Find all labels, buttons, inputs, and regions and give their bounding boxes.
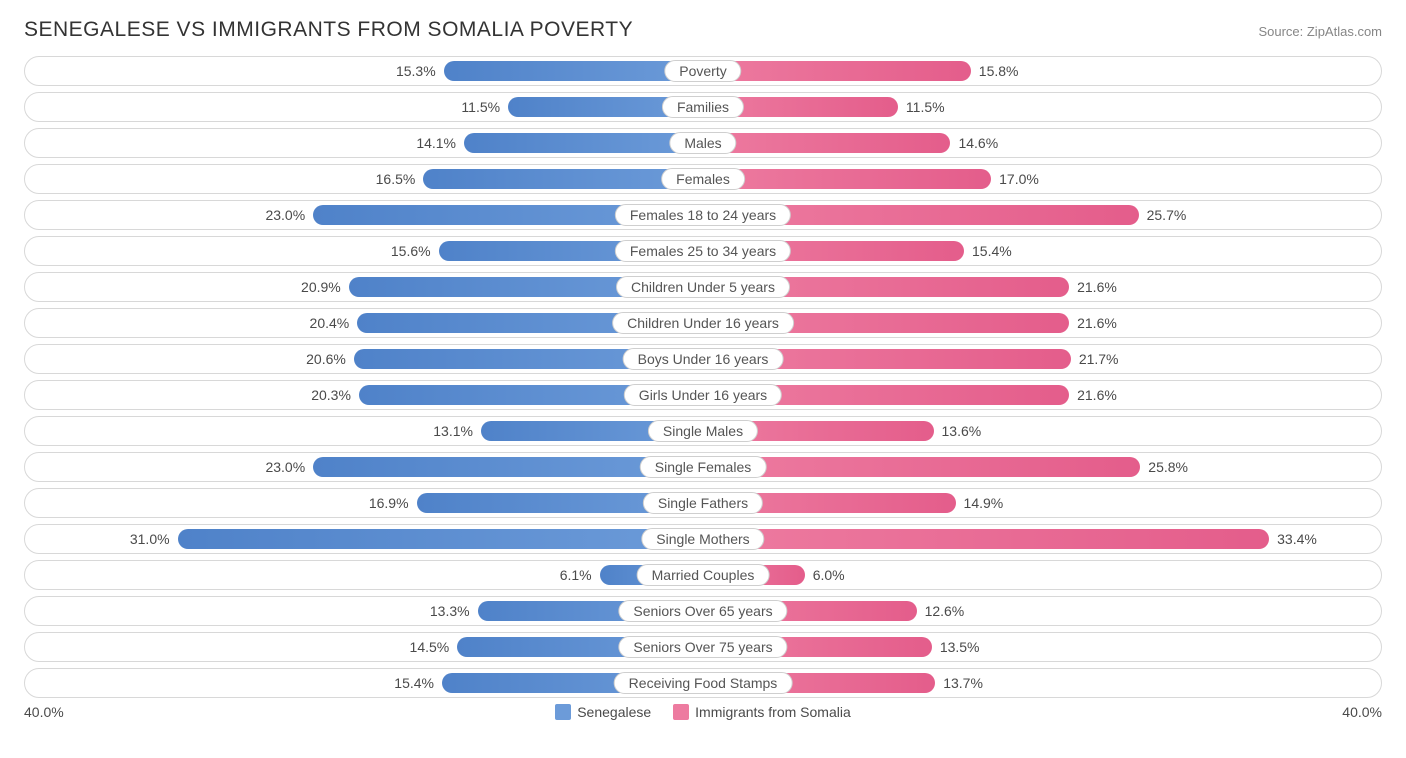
value-label-right: 13.5% <box>940 633 980 661</box>
value-label-left: 15.4% <box>394 669 434 697</box>
category-label: Families <box>662 96 744 118</box>
chart-row: 20.3% 21.6% Girls Under 16 years <box>24 380 1382 410</box>
bar-left <box>178 529 703 549</box>
category-label: Girls Under 16 years <box>624 384 782 406</box>
chart-row: 20.9% 21.6% Children Under 5 years <box>24 272 1382 302</box>
legend: Senegalese Immigrants from Somalia <box>555 704 851 720</box>
category-label: Married Couples <box>637 564 770 586</box>
chart-row: 13.3% 12.6% Seniors Over 65 years <box>24 596 1382 626</box>
bar-right <box>703 133 950 153</box>
value-label-right: 12.6% <box>925 597 965 625</box>
value-label-left: 15.6% <box>391 237 431 265</box>
value-label-right: 33.4% <box>1277 525 1317 553</box>
axis-max-left: 40.0% <box>24 704 64 720</box>
chart-row: 16.5% 17.0% Females <box>24 164 1382 194</box>
bar-right <box>703 529 1269 549</box>
bar-right <box>703 169 991 189</box>
value-label-right: 25.7% <box>1147 201 1187 229</box>
chart-row: 23.0% 25.8% Single Females <box>24 452 1382 482</box>
chart-header: SENEGALESE VS IMMIGRANTS FROM SOMALIA PO… <box>24 18 1382 42</box>
chart-row: 14.1% 14.6% Males <box>24 128 1382 158</box>
value-label-left: 20.9% <box>301 273 341 301</box>
legend-swatch-icon <box>555 704 571 720</box>
category-label: Females 18 to 24 years <box>615 204 791 226</box>
value-label-left: 20.4% <box>310 309 350 337</box>
value-label-left: 20.6% <box>306 345 346 373</box>
category-label: Single Males <box>648 420 758 442</box>
value-label-right: 17.0% <box>999 165 1039 193</box>
category-label: Single Fathers <box>643 492 763 514</box>
category-label: Children Under 5 years <box>616 276 790 298</box>
chart-source: Source: ZipAtlas.com <box>1258 24 1382 39</box>
chart-row: 15.3% 15.8% Poverty <box>24 56 1382 86</box>
legend-label: Senegalese <box>577 704 651 720</box>
value-label-left: 13.1% <box>433 417 473 445</box>
value-label-right: 15.8% <box>979 57 1019 85</box>
chart-row: 31.0% 33.4% Single Mothers <box>24 524 1382 554</box>
chart-row: 16.9% 14.9% Single Fathers <box>24 488 1382 518</box>
value-label-left: 31.0% <box>130 525 170 553</box>
value-label-left: 23.0% <box>265 201 305 229</box>
value-label-left: 6.1% <box>560 561 592 589</box>
value-label-left: 11.5% <box>461 93 500 121</box>
value-label-left: 20.3% <box>311 381 351 409</box>
chart-row: 20.4% 21.6% Children Under 16 years <box>24 308 1382 338</box>
axis-max-right: 40.0% <box>1342 704 1382 720</box>
category-label: Single Mothers <box>641 528 764 550</box>
value-label-right: 11.5% <box>906 93 945 121</box>
value-label-left: 16.5% <box>376 165 416 193</box>
category-label: Poverty <box>664 60 741 82</box>
chart-row: 14.5% 13.5% Seniors Over 75 years <box>24 632 1382 662</box>
chart-row: 15.6% 15.4% Females 25 to 34 years <box>24 236 1382 266</box>
value-label-left: 15.3% <box>396 57 436 85</box>
category-label: Seniors Over 65 years <box>618 600 787 622</box>
chart-row: 13.1% 13.6% Single Males <box>24 416 1382 446</box>
value-label-right: 21.6% <box>1077 309 1117 337</box>
chart-row: 6.1% 6.0% Married Couples <box>24 560 1382 590</box>
legend-item-senegalese: Senegalese <box>555 704 651 720</box>
chart-row: 23.0% 25.7% Females 18 to 24 years <box>24 200 1382 230</box>
category-label: Children Under 16 years <box>612 312 794 334</box>
category-label: Seniors Over 75 years <box>618 636 787 658</box>
value-label-right: 25.8% <box>1148 453 1188 481</box>
bar-right <box>703 61 971 81</box>
category-label: Females 25 to 34 years <box>615 240 791 262</box>
category-label: Females <box>661 168 745 190</box>
chart-row: 11.5% 11.5% Families <box>24 92 1382 122</box>
value-label-right: 14.9% <box>964 489 1004 517</box>
value-label-right: 14.6% <box>958 129 998 157</box>
chart-row: 15.4% 13.7% Receiving Food Stamps <box>24 668 1382 698</box>
value-label-left: 16.9% <box>369 489 409 517</box>
legend-item-somalia: Immigrants from Somalia <box>673 704 851 720</box>
value-label-right: 21.6% <box>1077 273 1117 301</box>
diverging-bar-chart: 15.3% 15.8% Poverty 11.5% 11.5% Families 14.1%… <box>24 56 1382 698</box>
category-label: Boys Under 16 years <box>623 348 784 370</box>
value-label-right: 15.4% <box>972 237 1012 265</box>
value-label-left: 14.1% <box>416 129 456 157</box>
value-label-right: 13.7% <box>943 669 983 697</box>
legend-swatch-icon <box>673 704 689 720</box>
category-label: Receiving Food Stamps <box>614 672 793 694</box>
category-label: Males <box>669 132 736 154</box>
bar-left <box>464 133 703 153</box>
category-label: Single Females <box>640 456 767 478</box>
bar-right <box>703 457 1140 477</box>
value-label-right: 13.6% <box>942 417 982 445</box>
value-label-left: 23.0% <box>265 453 305 481</box>
value-label-left: 14.5% <box>410 633 450 661</box>
chart-footer: 40.0% Senegalese Immigrants from Somalia… <box>24 704 1382 720</box>
legend-label: Immigrants from Somalia <box>695 704 851 720</box>
value-label-right: 21.6% <box>1077 381 1117 409</box>
chart-title: SENEGALESE VS IMMIGRANTS FROM SOMALIA PO… <box>24 18 633 42</box>
value-label-right: 21.7% <box>1079 345 1119 373</box>
chart-row: 20.6% 21.7% Boys Under 16 years <box>24 344 1382 374</box>
value-label-left: 13.3% <box>430 597 470 625</box>
value-label-right: 6.0% <box>813 561 845 589</box>
